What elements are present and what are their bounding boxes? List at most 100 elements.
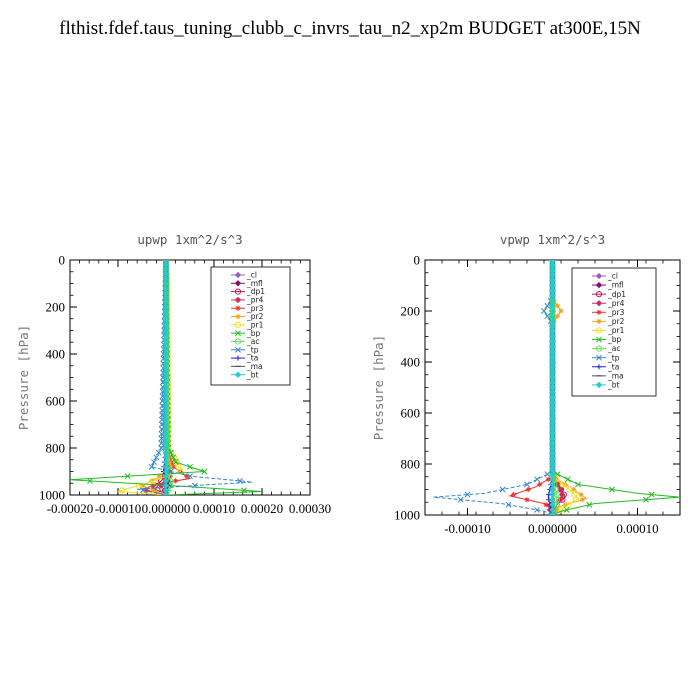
upwp-series-bp-point [241,487,247,494]
vpwp-series-pr2-point [558,308,564,314]
upwp-legend-label-bp: _bp [246,329,261,338]
upwp-series-pr2-point [156,473,162,479]
upwp-series-pr2-point [150,487,157,493]
vpwp-x-tick-label: 0.00010 [616,521,658,536]
vpwp-legend-label-bp: _bp [607,335,622,344]
upwp-series-bp-point [170,454,177,461]
vpwp-series-tp-point [505,501,512,508]
vpwp-legend-label-bt: _bt [607,381,620,390]
upwp-x-tick-label: 0.00020 [241,501,283,516]
page-title: flthist.fdef.taus_tuning_clubb_c_invrs_t… [59,18,641,39]
vpwp-series-pr3-point [543,502,549,508]
upwp-legend-marker [234,338,242,345]
vpwp-series-pr2-point [555,313,561,319]
vpwp-series-pr1-point [565,501,572,508]
vpwp-legend-label-pr1: _pr1 [607,326,625,335]
vpwp-series-tp-point [544,471,551,478]
vpwp-series-pr2-point [571,486,577,493]
vpwp-series-pr3-point [537,481,543,487]
vpwp-series-pr3-point [545,476,551,482]
vpwp-series-bp-point [575,481,581,488]
vpwp-series-pr3-point [511,492,517,498]
upwp-series-tp-point [158,435,165,442]
vpwp-series-pr2-point [555,303,561,309]
upwp-series-tp-point [159,402,166,409]
vpwp-legend-box [571,267,657,397]
vpwp-legend-marker [595,281,603,289]
vpwp-series-bp-point [609,486,615,493]
upwp-series-bp-point [187,463,193,470]
upwp-series-bt-point [162,491,170,495]
upwp-y-tick-label: 0 [59,253,66,268]
upwp-legend-label-pr4: _pr4 [246,296,264,305]
upwp-y-tick-label: 200 [46,300,66,315]
upwp-y-tick-label: 800 [46,441,66,456]
upwp-legend-marker [235,355,241,361]
upwp-x-tick-label: -0.00020 [47,501,94,516]
upwp-legend-marker [234,271,242,279]
vpwp-series-bp-point [554,471,561,478]
vpwp-legend-marker [595,291,603,298]
upwp-legend-label-dp1: _dp1 [246,287,265,296]
upwp-series-tp-point [158,445,165,451]
upwp-x-tick-label: 0.000000 [142,501,191,516]
upwp-y-tick-label: 600 [46,394,66,409]
upwp-legend-marker [234,321,242,328]
vpwp-series-tp-point [541,308,547,314]
upwp-legend-marker [235,305,241,311]
upwp-legend-marker [234,296,242,304]
upwp-x-tick-label: 0.00030 [289,501,331,516]
vpwp-legend-marker [596,364,602,370]
vpwp-legend-marker [595,345,603,352]
vpwp-series-tp-point [549,260,556,263]
vpwp-legend-label-ac: _ac [607,344,620,353]
vpwp-legend-label-pr2: _pr2 [607,317,625,326]
vpwp-series-pr2-point [554,476,560,482]
upwp-series-bp-point [167,449,174,456]
upwp-series-tp-point [159,383,166,390]
upwp-series-tp-point [148,463,155,470]
vpwp-series-tp-point [524,481,530,488]
upwp-panel: upwp 1xm^2/s^3 Pressure [hPa] 0 200 400 600 80… [16,232,331,516]
upwp-legend-label-ma: _ma [246,362,263,371]
vpwp-series-tp-point [549,512,556,515]
vpwp-legend: _cl_mfl_dp1_pr4_pr3_pr2_pr1_bp_ac_tp_ta_… [571,267,657,397]
vpwp-y-tick-label: 800 [401,457,421,472]
upwp-legend-label-pr3: _pr3 [246,304,264,313]
vpwp-series-bp-point [564,476,571,483]
vpwp-series-pr3-point [525,486,531,493]
vpwp-legend-marker [595,272,603,280]
vpwp-y-tick-label: 400 [401,355,421,370]
vpwp-legend-marker [596,336,602,343]
upwp-legend-marker [235,346,241,353]
upwp-series-bp-point [172,459,179,466]
upwp-legend-label-mfl: _mfl [246,279,263,288]
vpwp-legend-marker [596,354,602,361]
upwp-legend-marker [235,330,241,337]
upwp-series-tp-point [151,459,157,466]
upwp-plot-area [70,260,263,495]
upwp-series-tp-point [158,440,165,447]
upwp-legend-label-bt: _bt [246,370,259,379]
upwp-series-pr1-point [177,468,184,475]
upwp-series-tp-point [191,482,198,489]
vpwp-series-pr2-point [579,497,585,503]
upwp-y-axis-label: Pressure [hPa] [16,325,31,430]
upwp-series-tp-point [158,430,165,437]
upwp-legend-label-pr1: _pr1 [246,320,264,329]
vpwp-legend-marker [595,381,603,389]
vpwp-series-pr1-point [559,481,566,488]
vpwp-legend-label-cl: _cl [607,272,618,281]
upwp-series-bp-point [201,468,208,475]
upwp-series-pr2-point [149,478,155,484]
upwp-series-pr1-point [135,482,142,489]
vpwp-legend-label-dp1: _dp1 [607,290,626,299]
upwp-legend-label-ac: _ac [246,337,259,346]
upwp-series-pr3-point [173,478,179,484]
upwp-series-pr1-point [119,487,126,494]
vpwp-legend-label-pr3: _pr3 [607,308,625,317]
upwp-series-tp-point [158,416,165,423]
vpwp-legend-label-mfl: _mfl [607,281,624,290]
upwp-series-tp-point [159,412,165,419]
